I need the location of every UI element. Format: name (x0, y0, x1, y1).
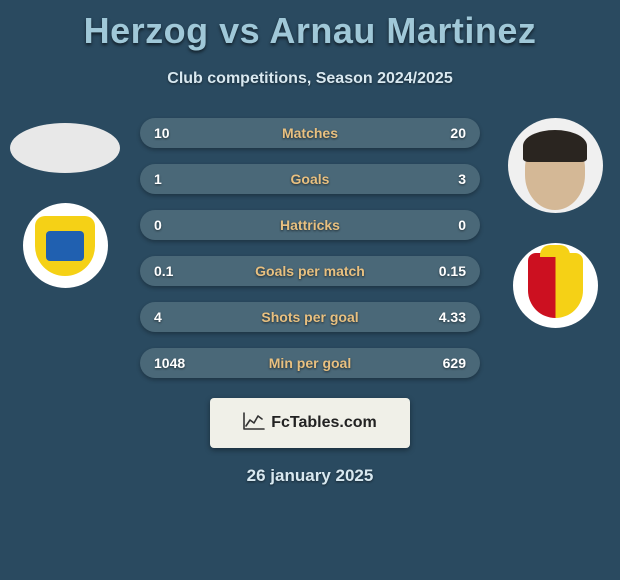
stat-right-value: 3 (426, 171, 466, 187)
stat-left-value: 1 (154, 171, 194, 187)
stat-left-value: 1048 (154, 355, 194, 371)
footer-brand-badge[interactable]: FcTables.com (210, 398, 410, 448)
page-title: Herzog vs Arnau Martinez (0, 0, 620, 52)
stat-left-value: 10 (154, 125, 194, 141)
stat-label: Matches (282, 125, 338, 141)
player-face-icon (525, 140, 585, 210)
stat-left-value: 0.1 (154, 263, 194, 279)
date-text: 26 january 2025 (0, 466, 620, 486)
stat-label: Goals per match (255, 263, 365, 279)
player-photo-right (508, 118, 603, 213)
stat-right-value: 629 (426, 355, 466, 371)
stat-row: 10 Matches 20 (140, 118, 480, 148)
stat-right-value: 20 (426, 125, 466, 141)
stat-left-value: 0 (154, 217, 194, 233)
stat-row: 1048 Min per goal 629 (140, 348, 480, 378)
stat-right-value: 0 (426, 217, 466, 233)
footer-brand-text: FcTables.com (271, 414, 377, 432)
comparison-content: 10 Matches 20 1 Goals 3 0 Hattricks 0 0.… (0, 118, 620, 486)
stat-label: Hattricks (280, 217, 340, 233)
stat-row: 0 Hattricks 0 (140, 210, 480, 240)
stat-row: 1 Goals 3 (140, 164, 480, 194)
right-player-column (500, 118, 610, 328)
stat-label: Goals (291, 171, 330, 187)
stats-list: 10 Matches 20 1 Goals 3 0 Hattricks 0 0.… (140, 118, 480, 378)
stat-label: Min per goal (269, 355, 351, 371)
left-player-column (10, 118, 120, 288)
stat-row: 4 Shots per goal 4.33 (140, 302, 480, 332)
subtitle: Club competitions, Season 2024/2025 (0, 70, 620, 88)
chart-icon (243, 412, 265, 435)
stat-label: Shots per goal (261, 309, 358, 325)
stat-row: 0.1 Goals per match 0.15 (140, 256, 480, 286)
club-badge-right (513, 243, 598, 328)
stat-right-value: 4.33 (426, 309, 466, 325)
stat-left-value: 4 (154, 309, 194, 325)
player-photo-left (10, 123, 120, 173)
club-badge-left (23, 203, 108, 288)
stat-right-value: 0.15 (426, 263, 466, 279)
